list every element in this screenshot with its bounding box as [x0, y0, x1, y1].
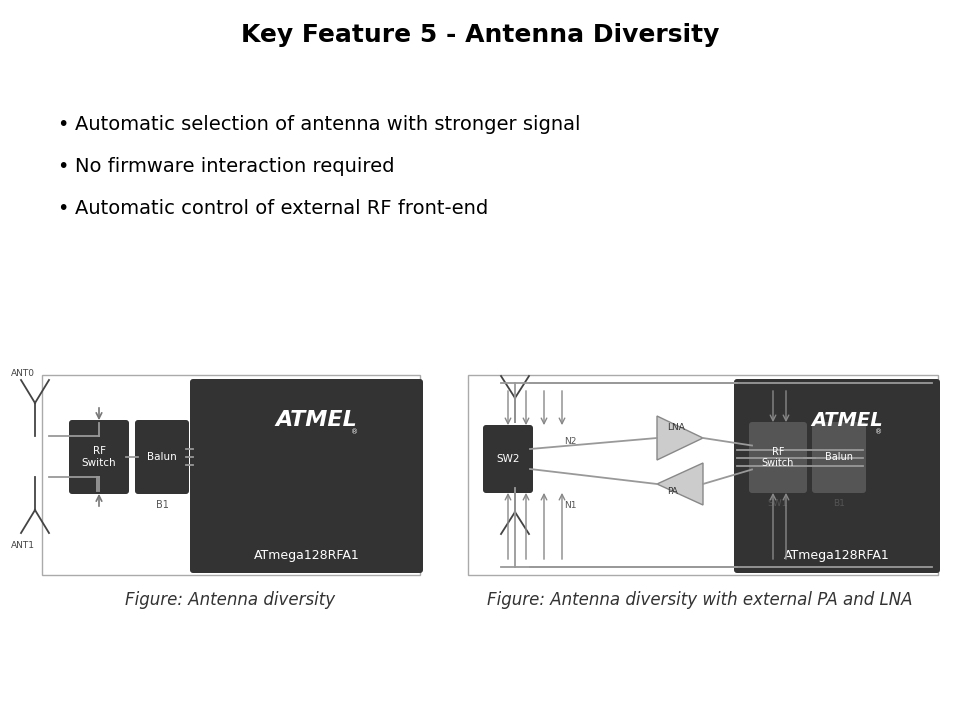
FancyBboxPatch shape: [749, 422, 807, 493]
Text: N2: N2: [564, 438, 576, 446]
Text: ATmega128RFA1: ATmega128RFA1: [784, 549, 890, 562]
Text: ®: ®: [351, 429, 358, 435]
Polygon shape: [657, 463, 703, 505]
Text: ANT0: ANT0: [11, 369, 35, 377]
Text: N1: N1: [564, 502, 576, 510]
Text: •: •: [57, 158, 68, 176]
Text: ATMEL: ATMEL: [811, 410, 883, 430]
Polygon shape: [657, 416, 703, 460]
Bar: [42, 375, 420, 575]
Text: LNA: LNA: [667, 423, 684, 433]
FancyBboxPatch shape: [483, 425, 533, 493]
Text: SW1: SW1: [768, 498, 788, 508]
Text: Figure: Antenna diversity: Figure: Antenna diversity: [125, 591, 335, 609]
Text: ATmega128RFA1: ATmega128RFA1: [253, 549, 359, 562]
FancyBboxPatch shape: [812, 422, 866, 493]
Text: B1: B1: [833, 498, 845, 508]
Text: B1: B1: [156, 500, 168, 510]
Text: RF
Switch: RF Switch: [762, 446, 794, 468]
Text: Automatic control of external RF front-end: Automatic control of external RF front-e…: [75, 199, 489, 218]
Text: No firmware interaction required: No firmware interaction required: [75, 158, 395, 176]
Text: •: •: [57, 199, 68, 218]
Text: ®: ®: [876, 429, 882, 435]
FancyBboxPatch shape: [190, 379, 423, 573]
FancyBboxPatch shape: [734, 379, 940, 573]
Text: PA: PA: [667, 487, 678, 497]
Text: Balun: Balun: [825, 452, 853, 462]
Text: ANT1: ANT1: [11, 541, 35, 549]
Text: •: •: [57, 115, 68, 135]
Bar: [468, 375, 938, 575]
Text: Figure: Antenna diversity with external PA and LNA: Figure: Antenna diversity with external …: [488, 591, 913, 609]
Text: Automatic selection of antenna with stronger signal: Automatic selection of antenna with stro…: [75, 115, 581, 135]
Text: RF
Switch: RF Switch: [82, 446, 116, 468]
FancyBboxPatch shape: [135, 420, 189, 494]
Text: Balun: Balun: [147, 452, 177, 462]
Text: ATMEL: ATMEL: [276, 410, 357, 430]
Text: SW2: SW2: [496, 454, 519, 464]
Text: Key Feature 5 - Antenna Diversity: Key Feature 5 - Antenna Diversity: [241, 23, 719, 47]
FancyBboxPatch shape: [69, 420, 129, 494]
